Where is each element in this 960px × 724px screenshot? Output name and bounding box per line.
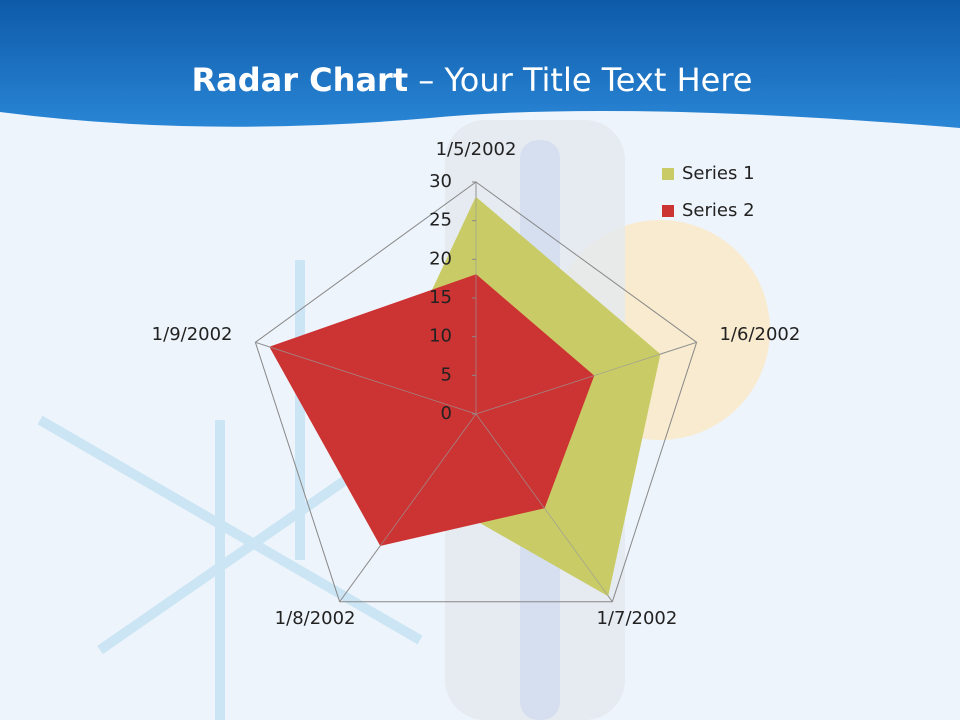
tick-label: 25 bbox=[429, 210, 452, 231]
title-bold: Radar Chart bbox=[192, 61, 409, 99]
legend-label: Series 2 bbox=[682, 200, 755, 221]
category-label: 1/9/2002 bbox=[152, 324, 233, 345]
spoke-overlay bbox=[475, 413, 613, 602]
category-label: 1/8/2002 bbox=[275, 608, 356, 629]
category-label: 1/7/2002 bbox=[596, 608, 677, 629]
slide-title: Radar Chart – Your Title Text Here bbox=[192, 61, 753, 99]
tick-label: 15 bbox=[429, 287, 452, 308]
title-rest: – Your Title Text Here bbox=[408, 61, 752, 99]
category-label: 1/5/2002 bbox=[436, 139, 517, 160]
tick-label: 20 bbox=[429, 248, 452, 269]
tick-label: 10 bbox=[429, 326, 452, 347]
radar-frame bbox=[254, 181, 698, 603]
legend-label: Series 1 bbox=[682, 163, 755, 184]
category-label: 1/6/2002 bbox=[719, 324, 800, 345]
legend-swatch bbox=[662, 168, 674, 180]
legend-swatch bbox=[662, 205, 674, 217]
spoke-overlay bbox=[475, 341, 697, 415]
radar-chart: 0 5 10 15 20 25 30 1/5/2002 1/6/2002 1/7/2002 1/8/… bbox=[152, 139, 801, 629]
tick-label: 30 bbox=[429, 171, 452, 192]
tick-label: 5 bbox=[441, 364, 452, 385]
spoke-overlay bbox=[255, 341, 477, 415]
tick-label: 0 bbox=[441, 403, 452, 424]
spoke-overlay bbox=[339, 413, 477, 602]
series-area bbox=[269, 274, 595, 546]
header-banner bbox=[0, 0, 960, 128]
